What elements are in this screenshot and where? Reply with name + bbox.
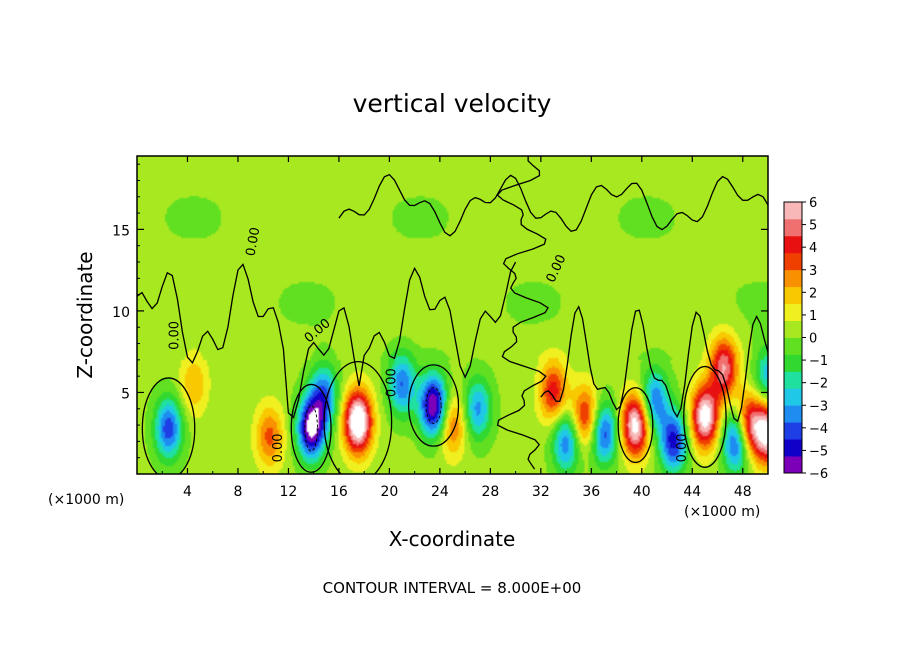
x-tick-label: 12: [280, 484, 298, 500]
x-axis-label: X-coordinate: [389, 527, 516, 551]
colorbar-tick-label: −1: [809, 354, 828, 369]
x-units-right: (×1000 m): [684, 504, 760, 520]
colorbar-swatch: [784, 320, 802, 338]
colorbar-swatch: [784, 371, 802, 389]
x-tick-label: 40: [633, 484, 651, 500]
x-tick-label: 4: [183, 484, 192, 500]
zero-contour-line: [338, 173, 768, 237]
x-tick-label: 20: [380, 484, 398, 500]
colorbar-swatch: [784, 388, 802, 406]
zero-contour-loop: [617, 387, 654, 464]
colorbar-tick-label: 5: [809, 219, 817, 234]
colorbar-tick-label: 6: [809, 196, 817, 211]
x-axis: 4 8 12 16 20 24 28 32 36 40 44 48: [161, 156, 752, 500]
colorbar-swatch: [784, 218, 802, 237]
zero-contour-line: [137, 261, 517, 419]
chart-title: vertical velocity: [353, 89, 552, 118]
colorbar-tick-label: −5: [809, 444, 828, 459]
x-tick-label: 16: [330, 484, 348, 500]
colorbar-swatch: [784, 422, 802, 440]
x-tick-label: 24: [431, 484, 449, 500]
colorbar-swatch: [784, 303, 802, 321]
y-tick-label: 15: [112, 223, 130, 239]
colorbar-swatch: [784, 337, 802, 355]
colorbar-swatch: [784, 235, 802, 254]
colorbar-tick-label: 1: [809, 309, 817, 324]
contour-label: 0.00: [385, 368, 400, 397]
x-tick-label: 32: [532, 484, 550, 500]
x-tick-label: 44: [683, 484, 701, 500]
colorbar: 6 5 4 3 2 1 0 −1 −2 −3 −4 −5 −6: [783, 196, 828, 482]
contour-interval-note: CONTOUR INTERVAL = 8.000E+00: [323, 579, 582, 597]
zero-contour-line: [540, 305, 768, 423]
y-axis: 5 10 15: [112, 163, 768, 459]
colorbar-swatch: [784, 269, 802, 288]
plot-frame: [136, 155, 769, 475]
negative-contour: [425, 387, 442, 424]
zero-contour-loop: [290, 383, 332, 473]
colorbar-swatch: [784, 456, 802, 474]
contour-label: 0.00: [271, 433, 286, 462]
y-tick-label: 5: [121, 386, 130, 402]
colorbar-tick-label: −6: [809, 467, 828, 482]
colorbar-swatch: [784, 202, 802, 220]
zero-contour-loop: [683, 365, 727, 468]
contour-label: 0.00: [244, 226, 264, 257]
colorbar-tick-label: 3: [809, 264, 817, 279]
colorbar-swatch: [784, 405, 802, 423]
x-tick-label: 28: [481, 484, 499, 500]
x-tick-label: 36: [582, 484, 600, 500]
colorbar-tick-label: 4: [809, 241, 817, 256]
zero-contour-loop: [323, 360, 393, 474]
colorbar-tick-label: 0: [809, 332, 817, 347]
x-tick-label: 8: [233, 484, 242, 500]
contour-labels: 0.000.00 0.000.000.000.00 0.00: [168, 226, 690, 462]
plot-area: 0.000.00 0.000.000.000.00 0.00 4 8 12 16 20 24 2…: [112, 155, 769, 500]
contour-label: 0.00: [168, 321, 183, 350]
colorbar-tick-label: −3: [809, 399, 828, 414]
velocity-field: [137, 156, 768, 474]
colorbar-swatch: [784, 286, 802, 305]
colorbar-tick-label: 2: [809, 286, 817, 301]
contour-label: 0.00: [675, 433, 690, 462]
y-tick-label: 10: [112, 305, 130, 321]
colorbar-swatch: [784, 354, 802, 372]
negative-contour: [304, 405, 318, 452]
colorbar-swatch: [784, 439, 802, 457]
colorbar-swatch: [784, 252, 802, 271]
zero-contours: [137, 156, 768, 474]
y-axis-label: Z-coordinate: [73, 251, 97, 378]
x-units-left: (×1000 m): [48, 492, 124, 508]
colorbar-tick-label: −4: [809, 422, 828, 437]
zero-contour-line: [496, 156, 549, 470]
x-tick-label: 48: [734, 484, 752, 500]
zero-contour-loop: [141, 377, 196, 474]
colorbar-tick-label: −2: [809, 377, 828, 392]
zero-contour-loop: [407, 364, 460, 447]
